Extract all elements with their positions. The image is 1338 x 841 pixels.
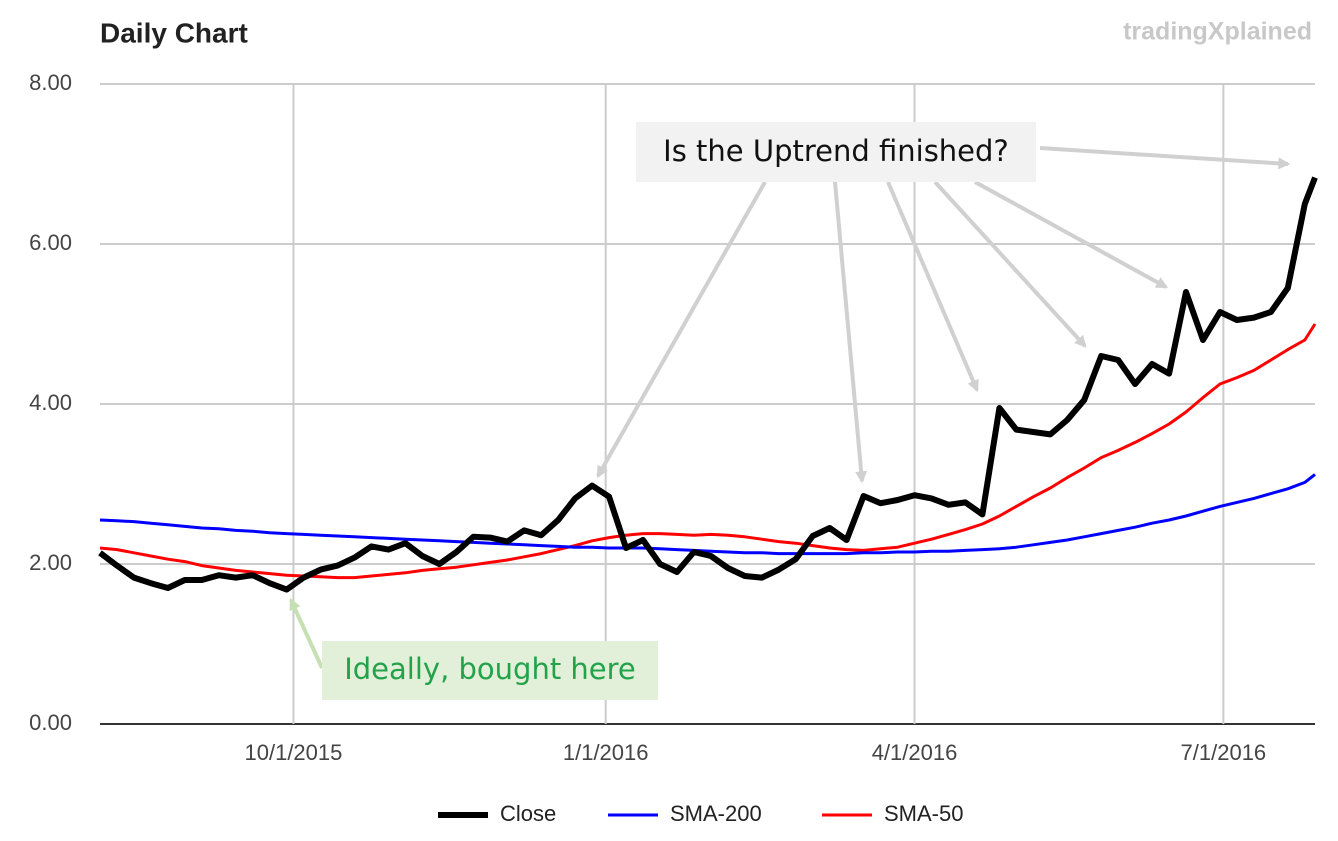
- y-tick-label: 6.00: [29, 230, 72, 255]
- annotation-arrows: [289, 146, 1291, 669]
- line-series: [99, 473, 1316, 556]
- legend-label: SMA-200: [670, 801, 762, 826]
- line-series: [98, 176, 1318, 593]
- grid: 0.00 2.00 4.00 6.00 8.00 10/1/2015 1/1/2016 4/1…: [29, 70, 1315, 765]
- arrow: [933, 180, 1087, 348]
- line-series: [99, 323, 1317, 580]
- y-tick-label: 8.00: [29, 70, 72, 95]
- annotation: Ideally, bought here: [344, 652, 636, 686]
- x-tick-label: 1/1/2016: [563, 740, 649, 765]
- arrow: [886, 181, 979, 393]
- arrow: [974, 180, 1169, 289]
- x-tick-label: 7/1/2016: [1181, 740, 1267, 765]
- arrow: [1039, 146, 1291, 170]
- annotation-box: [322, 641, 658, 700]
- legend: Close SMA-200 SMA-50: [438, 801, 963, 826]
- annotation-box: [636, 122, 1036, 182]
- x-tick-label: 10/1/2015: [245, 740, 343, 765]
- y-tick-label: 2.00: [29, 550, 72, 575]
- legend-label: Close: [500, 801, 556, 826]
- y-tick-label: 4.00: [29, 390, 72, 415]
- chart-title: Daily Chart: [100, 17, 248, 48]
- arrow: [596, 181, 767, 479]
- watermark: tradingXplained: [1123, 18, 1312, 46]
- plot: [98, 176, 1318, 593]
- legend-label: SMA-50: [884, 801, 963, 826]
- arrow: [833, 181, 868, 484]
- x-tick-label: 4/1/2016: [872, 740, 958, 765]
- y-tick-label: 0.00: [29, 710, 72, 735]
- arrow: [289, 597, 324, 669]
- annotation: Is the Uptrend finished?: [663, 134, 1009, 168]
